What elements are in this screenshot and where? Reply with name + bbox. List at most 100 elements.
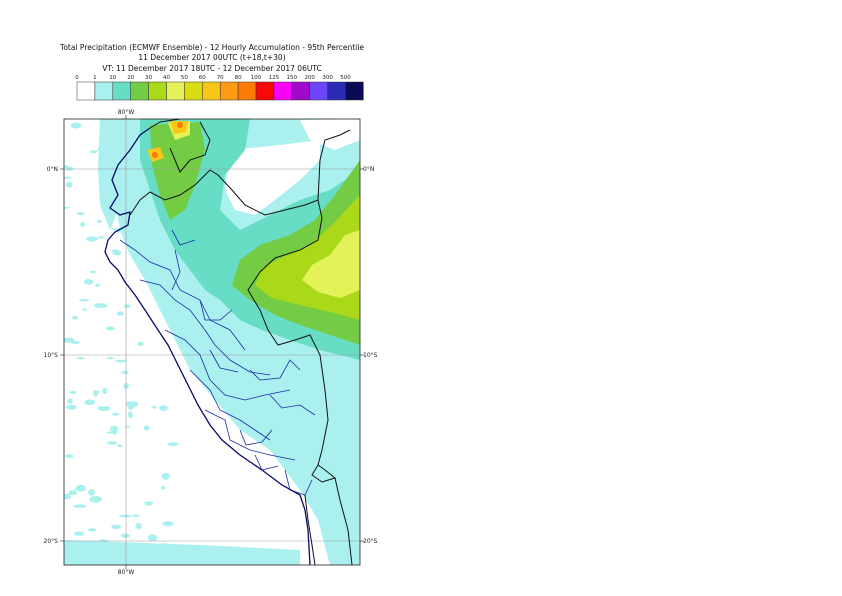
drizzle-speckle bbox=[160, 485, 166, 490]
drizzle-speckle bbox=[64, 337, 75, 343]
drizzle-speckle bbox=[151, 405, 157, 409]
lat-label-left-20s: 20°S bbox=[44, 538, 59, 545]
drizzle-speckle bbox=[64, 176, 72, 179]
country-borders bbox=[129, 118, 353, 566]
axis-ticks bbox=[60, 115, 364, 569]
legend-threshold-label: 20 bbox=[127, 75, 134, 81]
drizzle-speckle bbox=[106, 356, 115, 360]
precip-hotspot-red bbox=[152, 152, 158, 158]
legend-threshold-label: 150 bbox=[287, 75, 298, 81]
map-title-line-2: 11 December 2017 00UTC (t+18,t+30) bbox=[138, 53, 286, 62]
precip-hotspot-red-2 bbox=[177, 122, 183, 128]
drizzle-speckle bbox=[159, 405, 168, 411]
drizzle-speckle bbox=[93, 303, 108, 308]
precip-area-yellow bbox=[302, 230, 360, 298]
drizzle-speckle bbox=[110, 425, 119, 432]
drizzle-speckle bbox=[71, 340, 80, 344]
map-title-line-1: Total Precipitation (ECMWF Ensemble) - 1… bbox=[60, 43, 364, 52]
drizzle-speckle bbox=[73, 531, 85, 536]
department-boundaries bbox=[119, 229, 316, 496]
drizzle-speckle bbox=[102, 387, 108, 395]
drizzle-speckle bbox=[69, 390, 77, 395]
drizzle-speckle bbox=[89, 495, 102, 503]
drizzle-speckle bbox=[131, 514, 141, 517]
drizzle-speckle bbox=[87, 528, 97, 532]
precip-area-south-sea bbox=[64, 540, 300, 565]
drizzle-speckle bbox=[147, 534, 158, 542]
drizzle-speckle bbox=[121, 370, 129, 375]
drizzle-speckle bbox=[124, 425, 131, 428]
dry-patch bbox=[225, 140, 320, 215]
drizzle-speckle bbox=[144, 501, 154, 506]
lat-label-right-10s: 10°S bbox=[363, 352, 378, 359]
drizzle-speckle bbox=[95, 283, 101, 287]
drizzle-speckle bbox=[76, 212, 85, 216]
legend-threshold-label: 300 bbox=[322, 75, 333, 81]
legend-threshold-label: 200 bbox=[304, 75, 315, 81]
legend-threshold-label: 500 bbox=[340, 75, 351, 81]
drizzle-speckle bbox=[106, 326, 115, 331]
drizzle-speckle bbox=[97, 406, 111, 411]
drizzle-speckle bbox=[118, 514, 132, 518]
drizzle-speckle bbox=[79, 299, 90, 302]
drizzle-speckle bbox=[82, 308, 87, 311]
drizzle-speckle bbox=[65, 181, 73, 188]
drizzle-speckle bbox=[123, 304, 131, 309]
drizzle-speckle bbox=[65, 404, 77, 410]
drizzle-speckle bbox=[86, 236, 98, 242]
legend-threshold-label: 30 bbox=[145, 75, 152, 81]
drizzle-speckle bbox=[137, 341, 144, 347]
drizzle-speckle bbox=[84, 399, 96, 406]
drizzle-speckle bbox=[64, 206, 70, 209]
drizzle-speckle bbox=[89, 270, 97, 274]
drizzle-speckle bbox=[88, 489, 96, 496]
drizzle-speckle bbox=[127, 411, 133, 419]
drizzle-speckle bbox=[64, 493, 72, 500]
drizzle-speckle bbox=[72, 316, 78, 320]
drizzle-speckle bbox=[83, 279, 94, 285]
drizzle-speckle bbox=[125, 401, 139, 405]
drizzle-speckle bbox=[80, 222, 86, 227]
drizzle-speckle bbox=[120, 533, 130, 538]
legend-threshold-label: 50 bbox=[181, 75, 188, 81]
drizzle-speckle bbox=[89, 150, 98, 154]
lon-label-bottom: 80°W bbox=[118, 569, 135, 576]
legend-threshold-label: 100 bbox=[251, 75, 262, 81]
drizzle-speckle bbox=[112, 412, 119, 416]
drizzle-speckle bbox=[106, 441, 118, 445]
coastline bbox=[104, 127, 311, 566]
lat-label-left-10s: 10°S bbox=[44, 352, 59, 359]
drizzle-speckle bbox=[96, 219, 102, 224]
legend-threshold-label: 1 bbox=[93, 75, 97, 81]
legend-threshold-label: 0 bbox=[75, 75, 79, 81]
drizzle-speckle bbox=[117, 444, 123, 448]
map-title-line-3: VT: 11 December 2017 18UTC - 12 December… bbox=[102, 64, 322, 73]
graticule bbox=[64, 119, 360, 565]
drizzle-speckle bbox=[167, 442, 179, 447]
precip-area-green bbox=[150, 122, 205, 220]
drizzle-speckle bbox=[76, 357, 86, 360]
lat-label-right-20s: 20°S bbox=[363, 538, 378, 545]
drizzle-speckle bbox=[112, 249, 122, 256]
lat-label-left-0: 0°N bbox=[47, 166, 58, 173]
legend-threshold-label: 60 bbox=[199, 75, 206, 81]
drizzle-speckle bbox=[67, 398, 73, 404]
drizzle-speckle bbox=[75, 484, 86, 492]
lat-label-right-0: 0°N bbox=[363, 166, 374, 173]
drizzle-speckle bbox=[161, 472, 170, 480]
legend-threshold-label: 80 bbox=[235, 75, 242, 81]
drizzle-speckle bbox=[111, 524, 122, 529]
drizzle-speckle bbox=[65, 454, 74, 458]
drizzle-speckle bbox=[110, 228, 120, 231]
drizzle-speckle bbox=[106, 431, 114, 434]
precipitation-field bbox=[64, 119, 360, 565]
drizzle-speckle bbox=[115, 359, 127, 363]
legend-threshold-label: 10 bbox=[109, 75, 116, 81]
legend-threshold-label: 40 bbox=[163, 75, 170, 81]
drizzle-speckle bbox=[92, 390, 100, 394]
drizzle-speckle bbox=[68, 490, 77, 496]
drizzle-speckle bbox=[73, 504, 87, 508]
drizzle-speckle bbox=[162, 521, 174, 527]
color-legend: 0 1 10 20 30 40 50 60 70 80 100 125 150 200 300 500 bbox=[75, 75, 364, 101]
